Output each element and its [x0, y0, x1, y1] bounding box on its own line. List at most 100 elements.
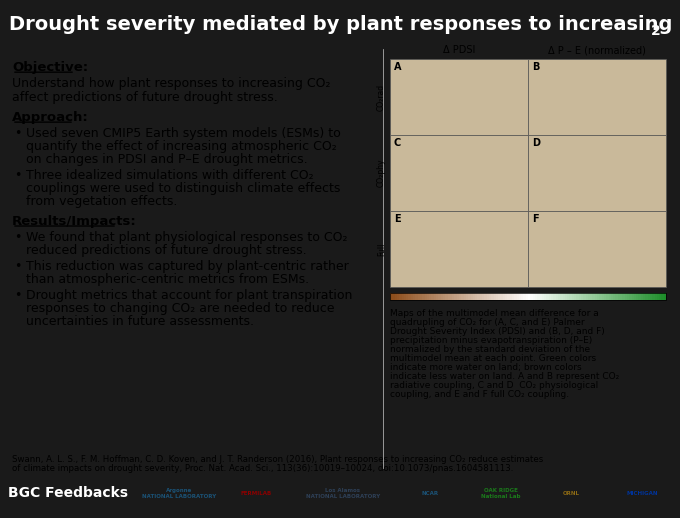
Bar [445, 293, 447, 300]
Text: CO₂phy: CO₂phy [377, 159, 386, 188]
Bar [590, 293, 592, 300]
Text: Swann, A. L. S., F. M. Hoffman, C. D. Koven, and J. T. Randerson (2016), Plant r: Swann, A. L. S., F. M. Hoffman, C. D. Ko… [12, 455, 543, 464]
Text: •: • [14, 127, 21, 140]
Bar [524, 293, 526, 300]
Bar [429, 293, 431, 300]
Bar [622, 293, 625, 300]
Bar [574, 293, 576, 300]
Text: indicate more water on land; brown colors: indicate more water on land; brown color… [390, 363, 581, 372]
Text: •: • [14, 289, 21, 302]
Bar [615, 293, 617, 300]
Bar [611, 293, 613, 300]
Text: Results/Impacts:: Results/Impacts: [12, 215, 137, 228]
Bar [439, 293, 441, 300]
Bar [519, 293, 521, 300]
Bar [420, 293, 422, 300]
Bar [413, 293, 415, 300]
Bar [397, 293, 399, 300]
Bar [652, 293, 654, 300]
Bar [599, 293, 602, 300]
Bar [434, 293, 436, 300]
Bar [443, 293, 445, 300]
Bar [643, 293, 645, 300]
Bar [415, 293, 418, 300]
Bar [542, 293, 544, 300]
Text: A: A [394, 62, 401, 72]
Text: This reduction was captured by plant-centric rather: This reduction was captured by plant-cen… [26, 260, 349, 273]
Bar [595, 293, 597, 300]
Bar [528, 59, 666, 135]
Bar [565, 293, 567, 300]
Bar [528, 135, 666, 211]
Bar [401, 293, 404, 300]
Bar [390, 211, 528, 287]
Text: of climate impacts on drought severity, Proc. Nat. Acad. Sci., 113(36):10019–100: of climate impacts on drought severity, … [12, 464, 513, 473]
Text: Drought Severity Index (PDSI) and (B, D, and F): Drought Severity Index (PDSI) and (B, D,… [390, 327, 605, 336]
Bar [662, 293, 664, 300]
Bar [627, 293, 629, 300]
Bar [507, 293, 509, 300]
Bar [484, 293, 487, 300]
Text: affect predictions of future drought stress.: affect predictions of future drought str… [12, 91, 277, 104]
Bar [418, 293, 420, 300]
Text: quantify the effect of increasing atmospheric CO₂: quantify the effect of increasing atmosp… [26, 140, 337, 153]
Bar [606, 293, 609, 300]
Bar [494, 293, 496, 300]
Text: uncertainties in future assessments.: uncertainties in future assessments. [26, 315, 254, 328]
Bar [464, 293, 466, 300]
Bar [602, 293, 604, 300]
Bar [556, 293, 558, 300]
Bar [452, 293, 454, 300]
Text: Full: Full [377, 242, 386, 256]
Bar [514, 293, 517, 300]
Text: precipitation minus evapotranspiration (P–E): precipitation minus evapotranspiration (… [390, 336, 592, 345]
Bar [422, 293, 424, 300]
Bar [517, 293, 519, 300]
Bar [554, 293, 556, 300]
Text: indicate less water on land. A and B represent CO₂: indicate less water on land. A and B rep… [390, 372, 619, 381]
Bar [411, 293, 413, 300]
Bar [659, 293, 662, 300]
Bar [579, 293, 581, 300]
Bar [390, 293, 392, 300]
Bar [530, 293, 532, 300]
Text: FERMILAB: FERMILAB [240, 491, 271, 496]
Text: Δ P – E (normalized): Δ P – E (normalized) [548, 45, 646, 55]
Text: coupling, and E and F full CO₂ coupling.: coupling, and E and F full CO₂ coupling. [390, 390, 569, 399]
Bar [479, 293, 482, 300]
Bar [558, 293, 560, 300]
Bar [613, 293, 615, 300]
Bar [477, 293, 479, 300]
Bar [436, 293, 439, 300]
Text: Drought metrics that account for plant transpiration: Drought metrics that account for plant t… [26, 289, 352, 302]
Bar [528, 211, 666, 287]
Bar [449, 293, 452, 300]
Text: BGC Feedbacks: BGC Feedbacks [8, 486, 128, 500]
Bar [491, 293, 494, 300]
Bar [496, 293, 498, 300]
Text: F: F [532, 214, 539, 224]
Bar [431, 293, 434, 300]
Bar [503, 293, 505, 300]
Text: C: C [394, 138, 401, 148]
Bar [629, 293, 632, 300]
Text: quadrupling of CO₂ for (A, C, and E) Palmer: quadrupling of CO₂ for (A, C, and E) Pal… [390, 318, 585, 327]
Bar [487, 293, 489, 300]
Bar [657, 293, 659, 300]
Text: Three idealized simulations with different CO₂: Three idealized simulations with differe… [26, 169, 313, 182]
Bar [500, 293, 503, 300]
Bar [466, 293, 469, 300]
Bar [576, 293, 579, 300]
Bar [645, 293, 647, 300]
Bar [505, 293, 507, 300]
Bar [390, 135, 528, 211]
Bar [482, 293, 484, 300]
Bar [489, 293, 491, 300]
Bar [583, 293, 585, 300]
Bar [569, 293, 572, 300]
Text: normalized by the standard deviation of the: normalized by the standard deviation of … [390, 345, 590, 354]
Bar [537, 293, 539, 300]
Bar [581, 293, 583, 300]
Text: MICHIGAN: MICHIGAN [626, 491, 658, 496]
Text: E: E [394, 214, 401, 224]
